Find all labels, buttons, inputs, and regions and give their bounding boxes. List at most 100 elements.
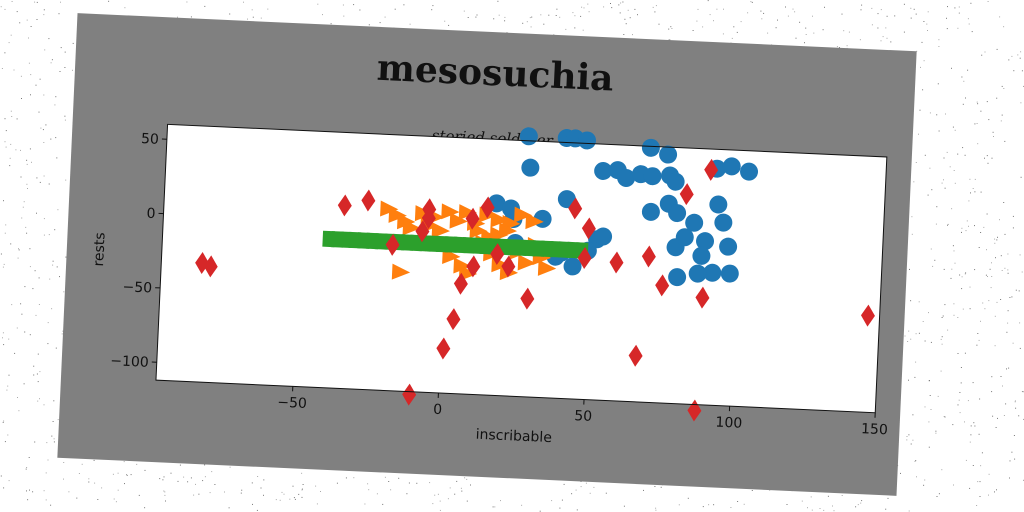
noise-speck bbox=[969, 487, 971, 489]
noise-speck bbox=[927, 30, 928, 31]
noise-speck bbox=[580, 486, 582, 488]
noise-speck bbox=[915, 13, 917, 15]
noise-speck bbox=[1003, 88, 1005, 89]
noise-speck bbox=[64, 51, 66, 53]
noise-speck bbox=[965, 272, 967, 274]
noise-speck bbox=[39, 181, 41, 183]
data-point-circle bbox=[594, 161, 613, 180]
noise-speck bbox=[994, 345, 996, 347]
noise-speck bbox=[59, 71, 61, 72]
noise-speck bbox=[23, 383, 25, 385]
noise-speck bbox=[35, 314, 37, 316]
noise-speck bbox=[588, 11, 590, 13]
data-point-diamond bbox=[480, 196, 495, 219]
noise-speck bbox=[740, 21, 742, 23]
plot-frame bbox=[155, 123, 888, 414]
noise-speck bbox=[983, 226, 985, 228]
noise-speck bbox=[994, 238, 996, 240]
noise-speck bbox=[449, 487, 451, 489]
noise-speck bbox=[398, 477, 400, 479]
noise-speck bbox=[522, 22, 524, 24]
noise-speck bbox=[832, 505, 833, 507]
noise-speck bbox=[561, 499, 563, 501]
noise-speck bbox=[775, 27, 777, 29]
noise-speck bbox=[1008, 59, 1010, 61]
noise-speck bbox=[967, 400, 969, 402]
noise-speck bbox=[45, 124, 47, 126]
noise-speck bbox=[986, 213, 988, 215]
noise-speck bbox=[687, 497, 689, 499]
noise-speck bbox=[531, 16, 533, 18]
noise-speck bbox=[1006, 368, 1007, 370]
noise-speck bbox=[980, 110, 982, 112]
noise-speck bbox=[251, 482, 253, 484]
noise-speck bbox=[958, 12, 960, 14]
noise-speck bbox=[224, 491, 225, 493]
noise-speck bbox=[5, 146, 7, 148]
noise-speck bbox=[29, 248, 31, 250]
noise-speck bbox=[702, 506, 704, 508]
noise-speck bbox=[952, 424, 954, 426]
noise-speck bbox=[1000, 120, 1002, 122]
noise-speck bbox=[52, 421, 54, 422]
noise-speck bbox=[910, 7, 912, 9]
y-tick-label: 50 bbox=[141, 131, 160, 148]
noise-speck bbox=[589, 492, 591, 494]
noise-speck bbox=[34, 1, 36, 3]
noise-speck bbox=[54, 229, 56, 231]
data-point-circle bbox=[696, 232, 715, 251]
noise-speck bbox=[1012, 342, 1014, 344]
noise-speck bbox=[996, 239, 998, 241]
noise-speck bbox=[713, 504, 715, 506]
data-point-circle bbox=[659, 145, 678, 164]
noise-speck bbox=[3, 263, 5, 265]
noise-speck bbox=[620, 2, 622, 4]
noise-speck bbox=[460, 487, 462, 489]
noise-speck bbox=[68, 491, 70, 493]
noise-speck bbox=[316, 503, 318, 505]
noise-speck bbox=[456, 480, 458, 482]
x-tick-label: 0 bbox=[433, 402, 443, 418]
noise-speck bbox=[252, 503, 253, 505]
noise-speck bbox=[47, 343, 49, 345]
noise-speck bbox=[33, 365, 35, 367]
noise-speck bbox=[260, 17, 262, 19]
noise-speck bbox=[34, 441, 36, 443]
noise-speck bbox=[750, 1, 752, 3]
noise-speck bbox=[938, 39, 940, 41]
noise-speck bbox=[187, 481, 189, 483]
noise-speck bbox=[388, 481, 390, 482]
noise-speck bbox=[643, 489, 644, 491]
noise-speck bbox=[43, 94, 45, 96]
noise-speck bbox=[559, 16, 561, 18]
noise-speck bbox=[707, 0, 709, 2]
noise-speck bbox=[263, 479, 265, 481]
noise-speck bbox=[918, 133, 919, 135]
data-point-diamond bbox=[860, 304, 875, 327]
noise-speck bbox=[475, 16, 477, 18]
noise-speck bbox=[298, 493, 300, 495]
noise-speck bbox=[904, 335, 906, 337]
noise-speck bbox=[1004, 140, 1006, 142]
noise-speck bbox=[990, 287, 992, 289]
noise-speck bbox=[72, 42, 74, 44]
noise-speck bbox=[64, 115, 66, 117]
noise-speck bbox=[16, 118, 18, 120]
noise-speck bbox=[43, 14, 45, 16]
noise-speck bbox=[827, 495, 829, 497]
noise-speck bbox=[906, 436, 908, 437]
noise-speck bbox=[999, 219, 1000, 221]
noise-speck bbox=[953, 484, 954, 486]
data-point-triangle bbox=[414, 205, 434, 222]
noise-speck bbox=[976, 101, 978, 103]
noise-speck bbox=[38, 277, 40, 279]
plot-area: −50 0 50 100 150 −100 −50 0 50 inscribable rest… bbox=[91, 123, 888, 446]
noise-speck bbox=[871, 24, 873, 26]
noise-speck bbox=[60, 1, 61, 3]
noise-speck bbox=[957, 317, 959, 318]
noise-speck bbox=[912, 414, 914, 416]
noise-speck bbox=[957, 353, 959, 354]
noise-speck bbox=[28, 37, 29, 39]
noise-speck bbox=[36, 177, 38, 179]
noise-speck bbox=[822, 29, 824, 31]
